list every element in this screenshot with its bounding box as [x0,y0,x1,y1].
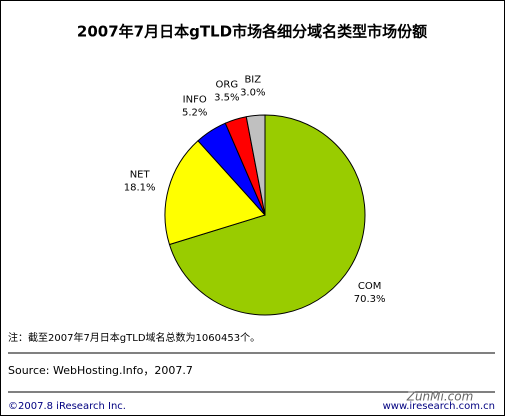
source: Source: WebHosting.Info，2007.7 [8,364,193,377]
slice-value-label: 18.1% [124,183,156,194]
slice-value-label: 70.3% [354,294,386,305]
note: 注：截至2007年7月日本gTLD域名总数为1060453个。 [8,331,260,344]
copyright: ©2007.8 iResearch Inc. [8,401,126,412]
slice-label: NET [130,170,151,181]
watermark: ZunMi.com [406,390,474,404]
website: www.iresearch.com.cn [383,401,495,412]
chart-title: 2007年7月日本gTLD市场各细分域名类型市场份额 [77,23,427,41]
slice-label: COM [358,281,381,292]
pie-slice [168,114,366,316]
slice-value-label: 5.2% [182,108,207,119]
slice-value-label: 3.5% [214,93,239,104]
slice-label: ORG [216,80,239,91]
slice-label: INFO [183,95,207,106]
pie-slice [245,114,266,216]
slice-value-label: 3.0% [240,88,265,99]
slice-label: BIZ [244,75,261,86]
pie-slice [164,140,266,246]
